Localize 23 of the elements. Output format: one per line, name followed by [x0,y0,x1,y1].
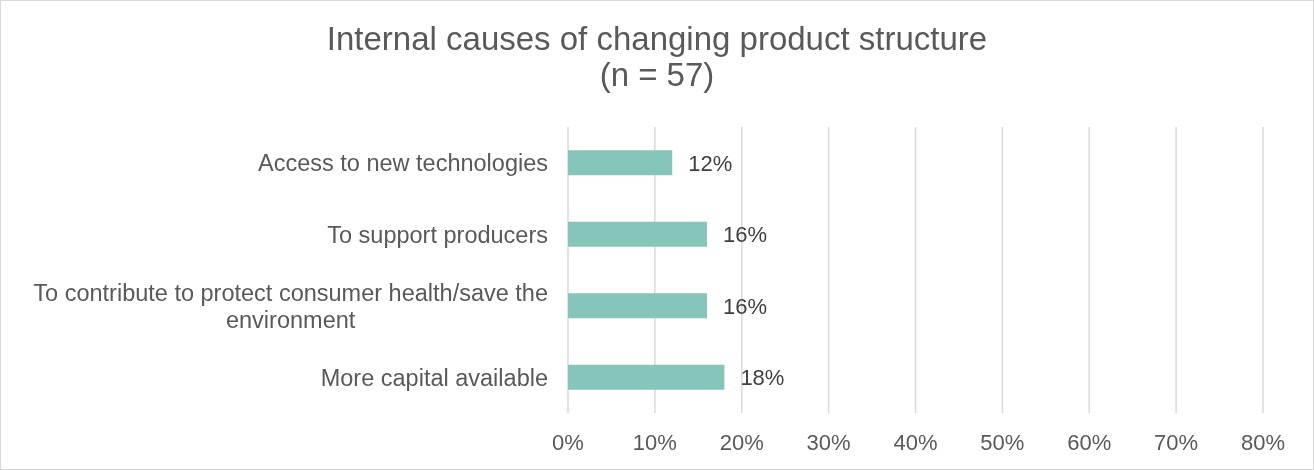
data-label: 16% [723,222,768,248]
data-label: 18% [740,365,785,391]
x-tick-label: 40% [893,430,938,455]
data-label: 16% [723,293,768,319]
bar [568,364,725,390]
x-tick-label: 60% [1067,430,1112,455]
y-tick-label: More capital available [320,364,548,391]
x-tick-label: 70% [1154,430,1199,455]
y-tick-label: To support producers [327,221,548,248]
x-tick-label: 80% [1240,430,1286,455]
x-tick-label: 10% [632,430,677,455]
x-tick-label: 20% [719,430,764,455]
x-tick-label: 30% [806,430,851,455]
bar [568,293,707,319]
chart-title: Internal causes of changing product structure [326,20,988,57]
x-tick-label: 50% [980,430,1025,455]
data-label: 12% [688,150,733,176]
x-tick-label: 0% [552,430,584,455]
y-tick-label: To contribute to protect consumer health/save the environment [33,279,548,333]
bar [568,221,707,247]
chart-subtitle: (n = 57) [599,56,715,93]
y-tick-label: Access to new technologies [258,150,548,177]
bar [568,150,673,176]
